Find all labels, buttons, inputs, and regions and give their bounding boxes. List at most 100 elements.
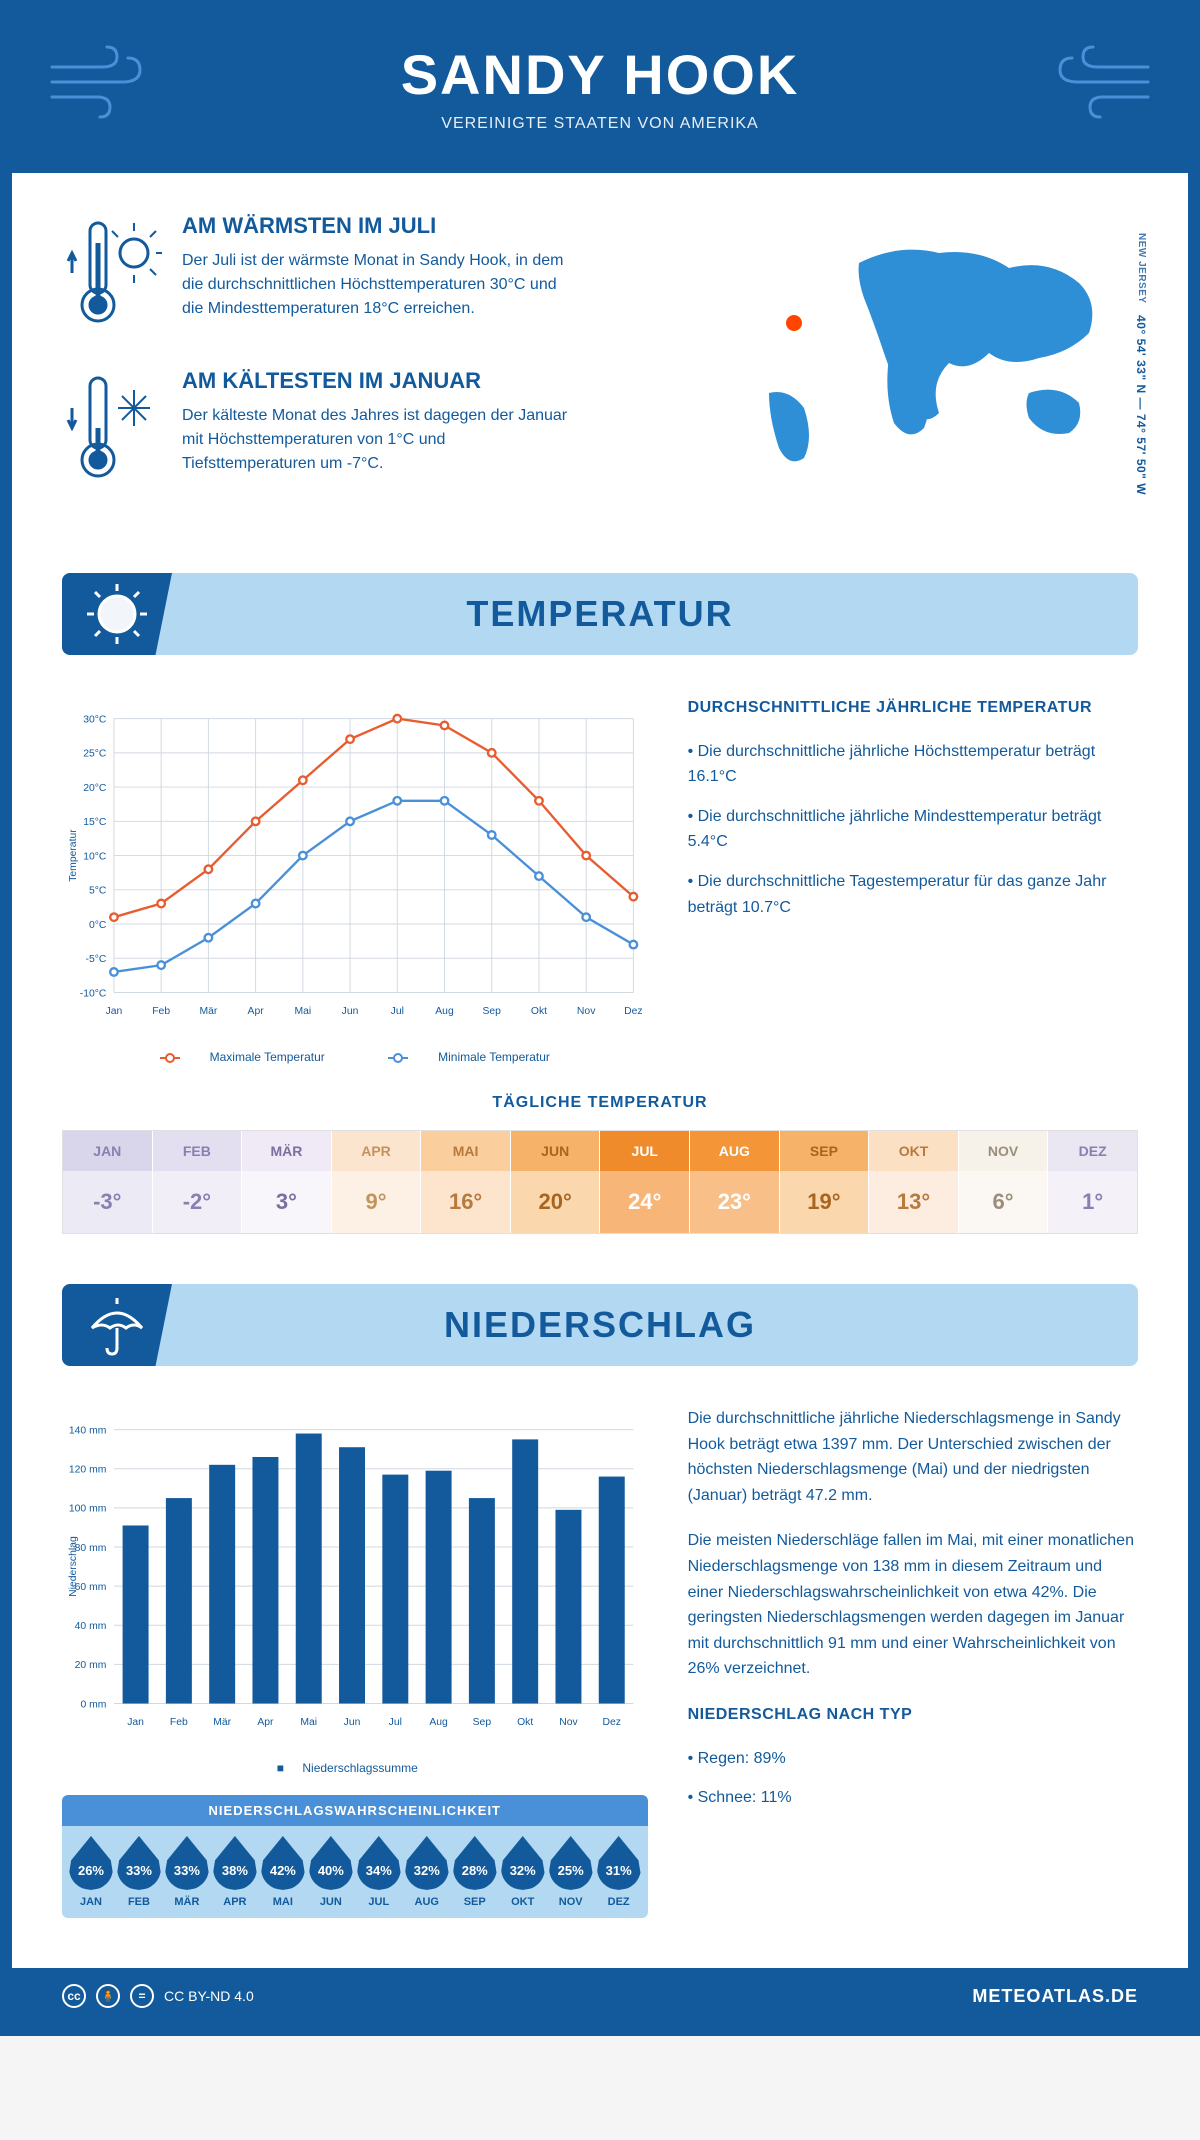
drop-month: MAI bbox=[259, 1896, 307, 1908]
temp-cell: MAI 16° bbox=[421, 1131, 511, 1233]
drop-cell: 33% MÄR bbox=[163, 1836, 211, 1908]
umbrella-icon bbox=[62, 1284, 172, 1366]
drop-month: NOV bbox=[547, 1896, 595, 1908]
warmest-block: AM WÄRMSTEN IM JULI Der Juli ist der wär… bbox=[62, 213, 580, 338]
svg-text:60 mm: 60 mm bbox=[75, 1582, 107, 1593]
intro-section: AM WÄRMSTEN IM JULI Der Juli ist der wär… bbox=[12, 173, 1188, 553]
drop-month: APR bbox=[211, 1896, 259, 1908]
svg-text:30°C: 30°C bbox=[83, 714, 107, 725]
temp-cell-month: FEB bbox=[153, 1131, 242, 1171]
temp-cell-value: 6° bbox=[959, 1171, 1048, 1233]
temp-cell-value: 1° bbox=[1048, 1171, 1137, 1233]
temp-bullet: • Die durchschnittliche Tagestemperatur … bbox=[688, 869, 1138, 920]
svg-text:Sep: Sep bbox=[473, 1717, 492, 1728]
daily-temp-table: JAN -3° FEB -2° MÄR 3° APR 9° MAI 16° JU… bbox=[62, 1130, 1138, 1234]
svg-text:Aug: Aug bbox=[435, 1006, 454, 1017]
drop-month: JAN bbox=[67, 1896, 115, 1908]
temp-cell: DEZ 1° bbox=[1048, 1131, 1137, 1233]
svg-text:Aug: Aug bbox=[429, 1717, 448, 1728]
coords-value: 40° 54' 33" N — 74° 57' 50" W bbox=[1134, 315, 1148, 495]
temp-cell: APR 9° bbox=[332, 1131, 422, 1233]
svg-text:5°C: 5°C bbox=[89, 886, 107, 897]
svg-text:Apr: Apr bbox=[248, 1006, 265, 1017]
svg-text:-10°C: -10°C bbox=[80, 988, 107, 999]
warmest-desc: Der Juli ist der wärmste Monat in Sandy … bbox=[182, 249, 580, 321]
state-label: NEW JERSEY bbox=[1136, 233, 1147, 304]
drop-cell: 34% JUL bbox=[355, 1836, 403, 1908]
temp-cell-month: APR bbox=[332, 1131, 421, 1171]
coordinates: NEW JERSEY 40° 54' 33" N — 74° 57' 50" W bbox=[1134, 233, 1148, 495]
temp-bullets: • Die durchschnittliche jährliche Höchst… bbox=[688, 739, 1138, 921]
temp-cell-month: DEZ bbox=[1048, 1131, 1137, 1171]
drop-icon: 33% bbox=[117, 1836, 161, 1890]
drop-icon: 34% bbox=[357, 1836, 401, 1890]
svg-text:Dez: Dez bbox=[603, 1717, 621, 1728]
drop-cell: 42% MAI bbox=[259, 1836, 307, 1908]
svg-text:40 mm: 40 mm bbox=[75, 1621, 107, 1632]
temp-cell: NOV 6° bbox=[959, 1131, 1049, 1233]
coldest-title: AM KÄLTESTEN IM JANUAR bbox=[182, 368, 580, 394]
coldest-block: AM KÄLTESTEN IM JANUAR Der kälteste Mona… bbox=[62, 368, 580, 493]
temp-cell-value: -2° bbox=[153, 1171, 242, 1233]
precip-legend: ■ Niederschlagssumme bbox=[62, 1761, 648, 1775]
precip-bar-chart: 0 mm20 mm40 mm60 mm80 mm100 mm120 mm140 … bbox=[62, 1406, 648, 1746]
drop-icon: 31% bbox=[597, 1836, 641, 1890]
temp-cell-value: 20° bbox=[511, 1171, 600, 1233]
temp-cell-value: 19° bbox=[780, 1171, 869, 1233]
temp-cell-month: JAN bbox=[63, 1131, 152, 1171]
temp-line-chart: -10°C-5°C0°C5°C10°C15°C20°C25°C30°CJanFe… bbox=[62, 695, 648, 1035]
temp-bullet: • Die durchschnittliche jährliche Mindes… bbox=[688, 804, 1138, 855]
precip-text-2: Die meisten Niederschläge fallen im Mai,… bbox=[688, 1528, 1138, 1682]
drop-month: DEZ bbox=[595, 1896, 643, 1908]
temp-cell: MÄR 3° bbox=[242, 1131, 332, 1233]
coldest-text: AM KÄLTESTEN IM JANUAR Der kälteste Mona… bbox=[182, 368, 580, 493]
drop-icon: 33% bbox=[165, 1836, 209, 1890]
drop-cell: 26% JAN bbox=[67, 1836, 115, 1908]
svg-text:Okt: Okt bbox=[531, 1006, 547, 1017]
temp-cell: AUG 23° bbox=[690, 1131, 780, 1233]
temp-cell-month: JUN bbox=[511, 1131, 600, 1171]
location-title: SANDY HOOK bbox=[12, 42, 1188, 107]
svg-text:120 mm: 120 mm bbox=[69, 1465, 106, 1476]
drop-month: OKT bbox=[499, 1896, 547, 1908]
svg-text:20 mm: 20 mm bbox=[75, 1660, 107, 1671]
svg-text:Mai: Mai bbox=[300, 1717, 317, 1728]
temp-cell-month: MÄR bbox=[242, 1131, 331, 1171]
svg-text:Jan: Jan bbox=[127, 1717, 144, 1728]
map-column: NEW JERSEY 40° 54' 33" N — 74° 57' 50" W bbox=[620, 213, 1138, 523]
temp-legend: .legend-marker[style*="e85d2f"]::before{… bbox=[62, 1050, 648, 1064]
drop-icon: 42% bbox=[261, 1836, 305, 1890]
svg-text:140 mm: 140 mm bbox=[69, 1425, 106, 1436]
temp-cell: JUN 20° bbox=[511, 1131, 601, 1233]
temp-cell-month: MAI bbox=[421, 1131, 510, 1171]
svg-text:Mär: Mär bbox=[199, 1006, 217, 1017]
precip-text-1: Die durchschnittliche jährliche Niedersc… bbox=[688, 1406, 1138, 1508]
warmest-text: AM WÄRMSTEN IM JULI Der Juli ist der wär… bbox=[182, 213, 580, 338]
svg-text:0°C: 0°C bbox=[89, 920, 107, 931]
drop-cell: 28% SEP bbox=[451, 1836, 499, 1908]
temp-cell: FEB -2° bbox=[153, 1131, 243, 1233]
drop-icon: 40% bbox=[309, 1836, 353, 1890]
temp-section-header: TEMPERATUR bbox=[62, 573, 1138, 655]
precip-prob-row: 26% JAN 33% FEB 33% MÄR 38% APR 42% MAI … bbox=[62, 1826, 648, 1918]
drop-cell: 33% FEB bbox=[115, 1836, 163, 1908]
license-text: CC BY-ND 4.0 bbox=[164, 1988, 254, 2004]
license-block: cc 🧍 = CC BY-ND 4.0 bbox=[62, 1984, 254, 2008]
temp-chart-row: -10°C-5°C0°C5°C10°C15°C20°C25°C30°CJanFe… bbox=[12, 675, 1188, 1084]
drop-cell: 40% JUN bbox=[307, 1836, 355, 1908]
drop-month: FEB bbox=[115, 1896, 163, 1908]
coldest-desc: Der kälteste Monat des Jahres ist dagege… bbox=[182, 404, 580, 476]
precip-type-title: NIEDERSCHLAG NACH TYP bbox=[688, 1702, 1138, 1728]
precip-title: NIEDERSCHLAG bbox=[62, 1304, 1138, 1346]
precip-prob-title: NIEDERSCHLAGSWAHRSCHEINLICHKEIT bbox=[62, 1795, 648, 1826]
temp-cell: SEP 19° bbox=[780, 1131, 870, 1233]
svg-text:Jan: Jan bbox=[106, 1006, 123, 1017]
temp-cell-value: 9° bbox=[332, 1171, 421, 1233]
svg-text:-5°C: -5°C bbox=[86, 954, 107, 965]
svg-text:Apr: Apr bbox=[257, 1717, 274, 1728]
temp-side-text: DURCHSCHNITTLICHE JÄHRLICHE TEMPERATUR •… bbox=[688, 695, 1138, 1064]
page-footer: cc 🧍 = CC BY-ND 4.0 METEOATLAS.DE bbox=[12, 1968, 1188, 2024]
temp-side-title: DURCHSCHNITTLICHE JÄHRLICHE TEMPERATUR bbox=[688, 695, 1138, 721]
svg-text:Mär: Mär bbox=[213, 1717, 231, 1728]
drop-icon: 26% bbox=[69, 1836, 113, 1890]
